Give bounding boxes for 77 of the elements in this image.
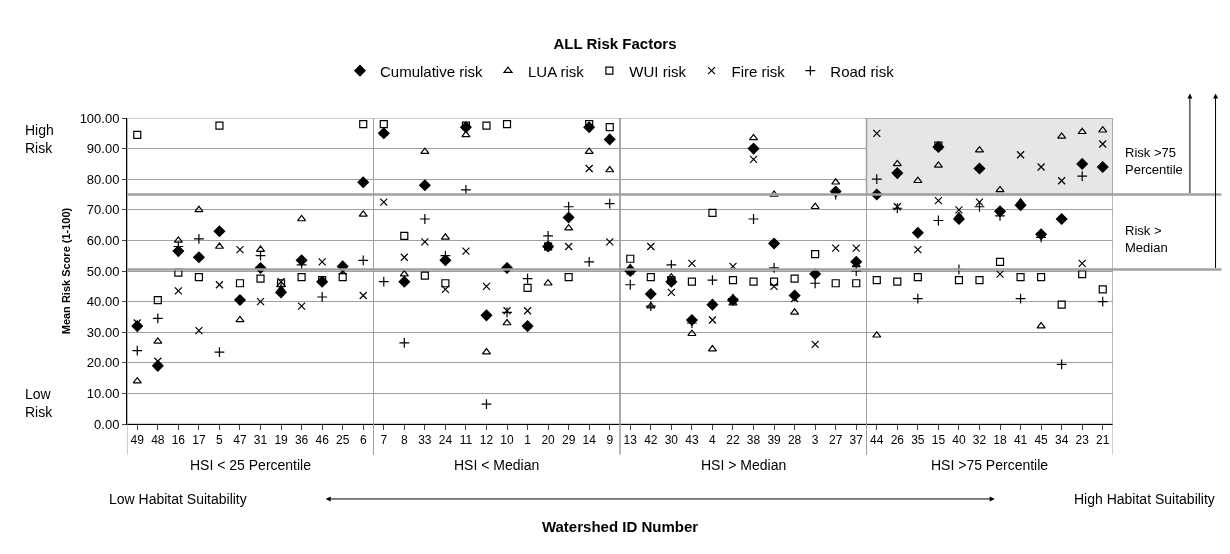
x-tick-label: 30 <box>664 433 679 448</box>
x-tick-label: 6 <box>359 433 367 448</box>
x-tick-label: 47 <box>233 433 247 448</box>
x-tick-label: 37 <box>849 433 864 448</box>
x-tick-label: 5 <box>216 433 224 448</box>
x-tick-label: 46 <box>315 433 330 448</box>
legend-label: WUI risk <box>629 62 687 80</box>
x-tick-label: 39 <box>767 433 782 448</box>
x-tick-label: 25 <box>336 433 350 448</box>
y-tick-label: 50.00 <box>86 263 120 279</box>
y-tick-label: 100.00 <box>79 110 120 126</box>
chart-title: ALL Risk Factors <box>553 35 677 53</box>
x-tick-label: 21 <box>1096 433 1110 448</box>
x-tick-label: 34 <box>1054 433 1069 448</box>
legend-label: LUA risk <box>528 62 585 80</box>
x-tick-label: 14 <box>582 433 597 448</box>
x-tick-label: 45 <box>1034 433 1049 448</box>
x-tick-label: 11 <box>459 433 473 448</box>
y-tick-label: 0.00 <box>94 416 120 432</box>
x-tick-label: 42 <box>644 433 658 448</box>
x-tick-label: 24 <box>438 433 453 448</box>
x-tick-label: 43 <box>685 433 699 448</box>
x-tick-label: 17 <box>192 433 206 448</box>
y-axis-title: Mean Risk Score (1-100) <box>60 207 73 335</box>
x-tick-label: 23 <box>1075 433 1090 448</box>
text: High Habitat Suitability <box>1074 491 1215 507</box>
ref-line-label: Risk >75 Percentile <box>1125 145 1183 177</box>
x-tick-label: 10 <box>500 433 515 448</box>
y-tick-label: 30.00 <box>86 324 120 340</box>
x-tick-label: 26 <box>890 433 905 448</box>
x-tick-label: 41 <box>1013 433 1028 448</box>
x-tick-label: 44 <box>870 433 884 448</box>
x-tick-label: 19 <box>274 433 289 448</box>
x-tick-label: 8 <box>400 433 408 448</box>
x-tick-label: 28 <box>787 433 802 448</box>
text: High Risk <box>25 122 54 157</box>
x-tick-label: 16 <box>171 433 186 448</box>
x-axis-title: Watershed ID Number <box>541 518 699 536</box>
x-tick-label: 40 <box>952 433 966 448</box>
text: Low Risk <box>25 386 54 421</box>
x-tick-label: 29 <box>561 433 576 448</box>
x-tick-label: 36 <box>294 433 309 448</box>
y-tick-label: 90.00 <box>86 141 120 157</box>
legend-label: Road risk <box>830 62 895 80</box>
legend-label: Cumulative risk <box>380 62 484 80</box>
x-tick-label: 48 <box>151 433 165 448</box>
x-tick-label: 15 <box>931 433 946 448</box>
x-tick-label: 4 <box>709 433 717 448</box>
x-tick-label: 33 <box>418 433 432 448</box>
x-tick-label: 9 <box>606 433 614 448</box>
x-tick-label: 1 <box>524 433 532 448</box>
x-tick-label: 49 <box>130 433 145 448</box>
x-tick-label: 3 <box>811 433 819 448</box>
x-tick-label: 13 <box>623 433 638 448</box>
x-tick-label: 32 <box>972 433 987 448</box>
y-tick-label: 80.00 <box>86 171 120 187</box>
band-label: HSI > Median <box>701 457 787 473</box>
legend-label: Fire risk <box>731 62 786 80</box>
band-label: HSI < 25 Percentile <box>190 457 312 473</box>
x-tick-label: 20 <box>541 433 556 448</box>
x-tick-label: 27 <box>829 433 843 448</box>
x-tick-label: 7 <box>380 433 388 448</box>
x-tick-label: 12 <box>479 433 494 448</box>
y-tick-label: 20.00 <box>86 355 120 371</box>
y-tick-label: 60.00 <box>86 232 120 248</box>
text: Low Habitat Suitability <box>109 491 247 507</box>
y-tick-label: 70.00 <box>86 202 120 218</box>
y-tick-label: 10.00 <box>86 385 120 401</box>
band-label: HSI >75 Percentile <box>931 457 1049 473</box>
x-tick-label: 18 <box>993 433 1008 448</box>
x-tick-label: 31 <box>253 433 268 448</box>
band-label: HSI < Median <box>454 457 540 473</box>
ref-line-label: Risk > Median <box>1125 223 1168 255</box>
x-tick-label: 38 <box>746 433 761 448</box>
x-tick-label: 35 <box>911 433 925 448</box>
x-tick-label: 22 <box>726 433 740 448</box>
y-tick-label: 40.00 <box>86 294 120 310</box>
